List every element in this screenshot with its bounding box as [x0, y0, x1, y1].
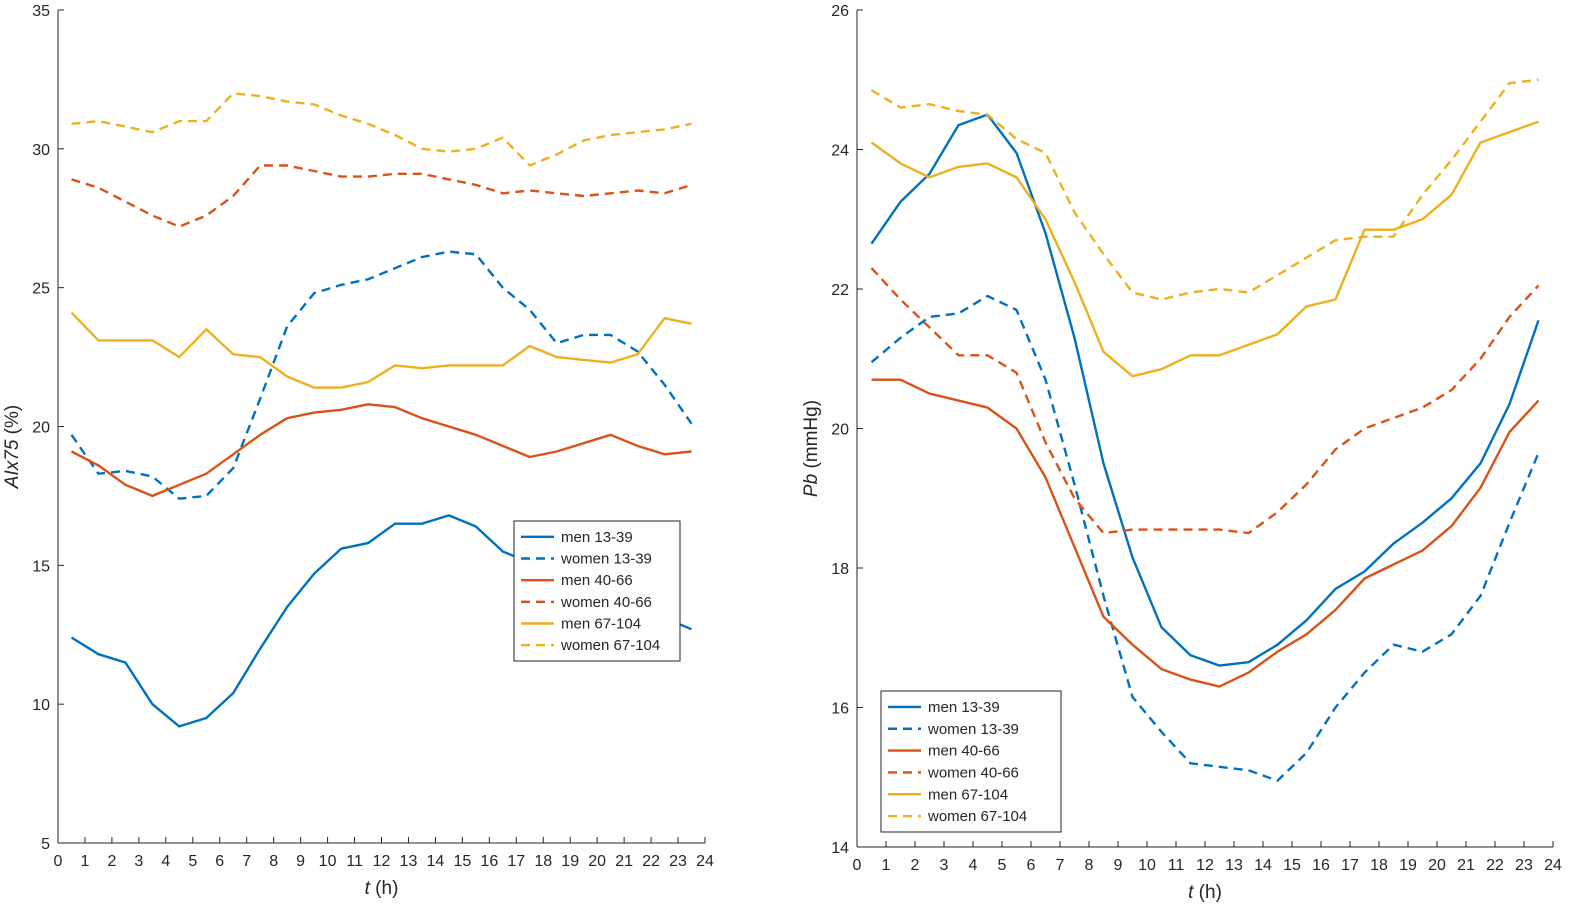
y-tick-label: 30: [32, 142, 50, 159]
x-tick-label: 10: [319, 853, 337, 870]
x-tick-label: 7: [242, 853, 251, 870]
x-tick-label: 15: [453, 853, 471, 870]
legend-entry-label: men 40-66: [928, 743, 1000, 760]
series-line-women-67-104: [71, 92, 692, 167]
x-tick-label: 24: [696, 853, 714, 870]
legend-entry-label: women 13-39: [927, 721, 1019, 738]
x-tick-label: 16: [480, 853, 498, 870]
y-axis-label: AIx75 (%): [2, 405, 23, 489]
y-tick-label: 5: [41, 836, 50, 853]
x-tick-label: 19: [1399, 857, 1417, 874]
x-tick-label: 4: [969, 857, 978, 874]
x-tick-label: 23: [669, 853, 687, 870]
y-tick-label: 26: [831, 3, 849, 20]
legend-box: [513, 520, 681, 662]
x-tick-label: 9: [1114, 857, 1123, 874]
y-tick-label: 15: [32, 558, 50, 575]
x-tick-label: 6: [1027, 857, 1036, 874]
series-line-women-40-66: [870, 267, 1540, 535]
x-tick-label: 20: [588, 853, 606, 870]
x-tick-label: 17: [507, 853, 525, 870]
series-line-women-13-39: [70, 250, 693, 500]
x-tick-label: 2: [107, 853, 116, 870]
legend-entry-label: women 13-39: [560, 551, 652, 568]
x-tick-label: 3: [134, 853, 143, 870]
x-tick-label: 18: [534, 853, 552, 870]
series-line-women-67-104: [870, 78, 1539, 301]
legend-box: [880, 690, 1062, 833]
x-tick-label: 1: [81, 853, 90, 870]
x-tick-label: 22: [1486, 857, 1504, 874]
x-tick-label: 6: [215, 853, 224, 870]
x-tick-label: 11: [1168, 857, 1185, 874]
x-tick-label: 4: [161, 853, 170, 870]
series-line-men-40-66: [871, 378, 1540, 688]
legend-entry-label: men 40-66: [561, 572, 633, 589]
x-tick-label: 17: [1341, 857, 1359, 874]
x-tick-label: 0: [54, 853, 63, 870]
x-tick-label: 0: [853, 857, 862, 874]
series-line-men-67-104: [870, 120, 1539, 378]
x-tick-label: 15: [1283, 857, 1301, 874]
y-tick-label: 22: [831, 282, 849, 299]
x-tick-label: 20: [1428, 857, 1446, 874]
y-tick-label: 24: [831, 143, 849, 160]
x-tick-label: 7: [1056, 857, 1065, 874]
x-tick-label: 18: [1370, 857, 1388, 874]
legend-entry-label: women 40-66: [560, 594, 652, 611]
legend-entry-label: men 67-104: [561, 616, 641, 633]
legend: men 13-39 women 13-39 men 40-66 women 40-66…: [513, 520, 681, 662]
y-tick-label: 14: [831, 840, 849, 857]
y-tick-label: 20: [831, 422, 849, 439]
x-tick-label: 23: [1515, 857, 1533, 874]
legend-entry-label: men 13-39: [561, 529, 633, 546]
y-tick-label: 18: [831, 561, 849, 578]
x-tick-label: 10: [1138, 857, 1156, 874]
series-line-men-67-104: [70, 311, 692, 389]
y-tick-label: 10: [32, 697, 50, 714]
x-tick-label: 14: [1254, 857, 1272, 874]
x-tick-label: 19: [561, 853, 579, 870]
x-tick-label: 13: [1225, 857, 1243, 874]
x-tick-label: 2: [911, 857, 920, 874]
legend-entry-label: women 67-104: [927, 808, 1027, 825]
series-line-men-13-39: [870, 113, 1540, 667]
x-tick-label: 5: [998, 857, 1007, 874]
y-tick-label: 35: [32, 3, 50, 20]
x-tick-label: 12: [373, 853, 391, 870]
x-tick-label: 22: [642, 853, 660, 870]
y-tick-label: 25: [32, 281, 50, 298]
x-tick-label: 24: [1544, 857, 1562, 874]
legend-entry-label: women 40-66: [927, 764, 1019, 781]
y-tick-label: 16: [831, 701, 849, 718]
legend-entry-label: men 67-104: [928, 786, 1008, 803]
x-tick-label: 1: [882, 857, 891, 874]
legend-entry-label: women 67-104: [560, 637, 660, 654]
series-line-women-40-66: [71, 164, 692, 228]
y-tick-label: 20: [32, 420, 50, 437]
legend: men 13-39 women 13-39 men 40-66 women 40-66…: [880, 690, 1062, 833]
legend-entry-label: men 13-39: [928, 699, 1000, 716]
x-tick-label: 16: [1312, 857, 1330, 874]
x-tick-label: 5: [188, 853, 197, 870]
x-tick-label: 9: [296, 853, 305, 870]
series-line-men-40-66: [70, 403, 692, 498]
x-tick-label: 21: [1457, 857, 1475, 874]
x-tick-label: 14: [427, 853, 445, 870]
x-tick-label: 3: [940, 857, 949, 874]
y-axis-label: Pb (mmHg): [801, 400, 822, 497]
x-tick-label: 8: [1085, 857, 1094, 874]
series-line-women-13-39: [870, 294, 1540, 782]
x-tick-label: 12: [1196, 857, 1214, 874]
x-tick-label: 13: [400, 853, 418, 870]
x-tick-label: 21: [615, 853, 633, 870]
x-tick-label: 11: [346, 853, 363, 870]
x-axis-label: t (h): [1188, 882, 1222, 903]
x-tick-label: 8: [269, 853, 278, 870]
x-axis-label: t (h): [365, 878, 399, 899]
